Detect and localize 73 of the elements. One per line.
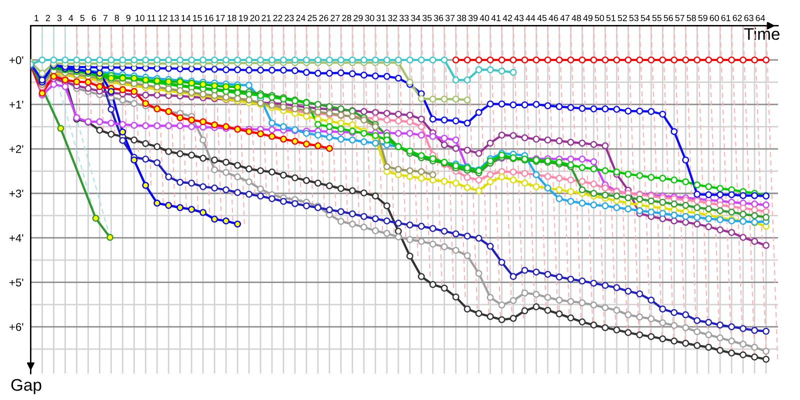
x-tick-label: 34 [411, 14, 420, 22]
x-tick-label: 17 [216, 14, 225, 22]
x-tick-label: 54 [640, 14, 650, 22]
x-tick-label: 43 [514, 14, 524, 22]
x-tick-label: 21 [262, 14, 271, 22]
x-tick-label: 23 [284, 14, 294, 22]
x-tick-label: 6 [92, 14, 96, 22]
x-tick-label: 35 [422, 14, 432, 22]
x-tick-label: 53 [629, 14, 638, 22]
x-tick-label: 36 [434, 14, 444, 22]
x-tick-label: 7 [103, 14, 108, 22]
y-tick-label: +1' [10, 100, 24, 108]
y-tick-label: +3' [10, 190, 24, 198]
x-tick-label: 59 [698, 14, 708, 22]
x-tick-label: 58 [686, 14, 696, 22]
x-tick-label: 45 [537, 14, 547, 22]
x-tick-label: 39 [468, 14, 478, 22]
x-tick-label: 24 [296, 14, 306, 22]
x-tick-label: 20 [250, 14, 260, 22]
x-tick-label: 63 [744, 14, 754, 22]
x-tick-label: 28 [342, 14, 352, 22]
x-tick-label: 42 [502, 14, 512, 22]
x-tick-label: 44 [526, 14, 536, 22]
y-tick-label: +4' [10, 234, 24, 242]
x-tick-label: 29 [354, 14, 363, 22]
x-tick-label: 52 [618, 14, 627, 22]
x-tick-label: 18 [228, 14, 236, 22]
x-tick-label: 51 [606, 14, 616, 22]
x-axis-title: Time [744, 28, 780, 40]
x-tick-label: 12 [158, 14, 168, 22]
y-tick-label: +5' [10, 278, 24, 286]
x-tick-label: 49 [583, 14, 592, 22]
x-tick-label: 4 [68, 14, 74, 22]
x-tick-label: 48 [572, 14, 582, 22]
y-axis-title: Gap [11, 379, 42, 394]
x-tick-label: 33 [400, 14, 409, 22]
x-tick-label: 30 [365, 14, 374, 22]
x-tick-label: 27 [330, 14, 340, 22]
x-tick-label: 61 [721, 14, 730, 22]
x-tick-label: 14 [182, 14, 190, 22]
x-tick-label: 56 [664, 14, 673, 22]
x-tick-label: 16 [204, 14, 214, 22]
x-tick-label: 46 [548, 14, 558, 22]
x-tick-label: 19 [238, 14, 248, 22]
x-tick-label: 50 [594, 14, 604, 22]
x-tick-label: 15 [193, 14, 202, 22]
x-tick-label: 41 [491, 14, 501, 22]
x-tick-label: 62 [732, 14, 742, 22]
x-tick-label: 60 [710, 14, 719, 22]
x-tick-label: 25 [308, 14, 317, 22]
x-tick-label: 31 [376, 14, 386, 22]
x-tick-label: 38 [456, 14, 466, 22]
y-tick-label: +0' [10, 56, 24, 64]
x-tick-label: 22 [273, 14, 282, 22]
x-tick-label: 1 [34, 14, 38, 22]
y-tick-label: +6' [10, 323, 24, 331]
x-tick-label: 5 [80, 14, 85, 22]
x-tick-label: 2 [46, 14, 50, 22]
x-tick-label: 32 [388, 14, 398, 22]
x-tick-label: 55 [652, 14, 662, 22]
x-tick-label: 3 [57, 14, 62, 22]
x-tick-label: 10 [136, 14, 144, 22]
x-tick-label: 40 [480, 14, 490, 22]
x-tick-label: 64 [756, 14, 765, 22]
x-tick-label: 47 [560, 14, 570, 22]
x-tick-label: 11 [147, 14, 156, 22]
x-tick-label: 26 [319, 14, 328, 22]
x-tick-label: 9 [126, 14, 130, 22]
x-tick-label: 13 [170, 14, 179, 22]
x-tick-label: 8 [114, 14, 119, 22]
y-tick-label: +2' [10, 145, 24, 153]
x-tick-label: 37 [445, 14, 455, 22]
x-tick-label: 57 [675, 14, 684, 22]
